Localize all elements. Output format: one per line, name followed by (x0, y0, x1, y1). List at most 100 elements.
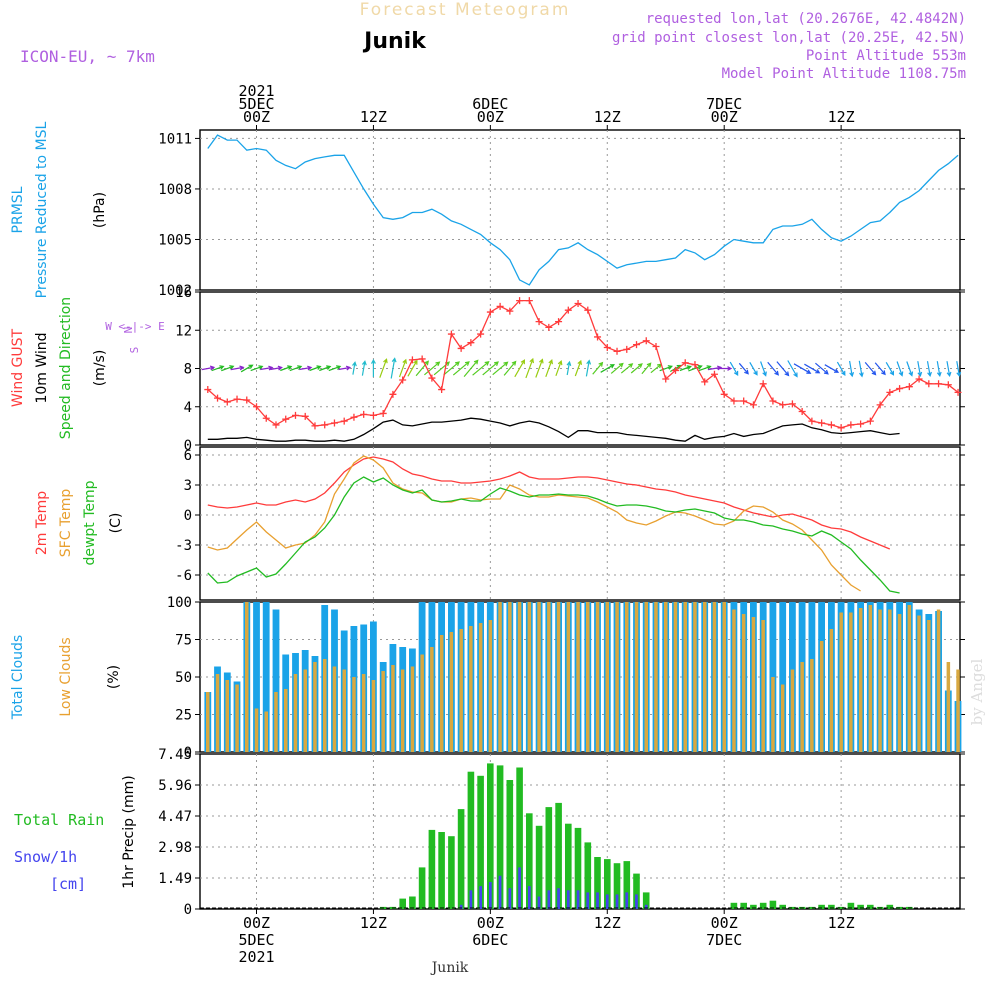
low-cloud-bar-27 (469, 626, 473, 752)
low-cloud-bar-70 (888, 609, 892, 752)
wind-arrow-39 (585, 359, 592, 377)
cloud-label-2: (%) (106, 665, 122, 689)
gust-marker-21 (408, 356, 416, 364)
gust-marker-28 (477, 330, 485, 338)
low-cloud-bar-1 (215, 674, 220, 752)
rain-bar-33 (526, 813, 533, 909)
top-time-label-4-1: 00Z (711, 108, 738, 126)
wind-arrow-14 (338, 365, 352, 371)
snow-bar-30 (498, 875, 502, 909)
rain-bar-68 (867, 904, 874, 909)
wind-arrow-15 (352, 361, 357, 375)
rain-bar-35 (545, 807, 553, 909)
rain-bar-39 (584, 842, 592, 909)
wind-arrow-28 (472, 360, 490, 376)
rain-bar-42 (613, 863, 621, 909)
pressure-label-2: (hPa) (92, 192, 108, 228)
gust-marker-23 (428, 374, 436, 382)
snow-bar-27 (469, 890, 473, 909)
wind-arrow-47 (659, 365, 673, 372)
wind-arrow-69 (874, 362, 886, 376)
low-cloud-bar-48 (673, 602, 678, 752)
gust-marker-38 (574, 299, 582, 307)
wind-arrow-17 (370, 358, 376, 377)
gust-marker-74 (925, 380, 933, 388)
low-cloud-bar-77 (956, 669, 960, 752)
precip-legend: Total Rain Snow/1h [cm] (14, 811, 104, 893)
gust-marker-47 (662, 375, 670, 383)
point-altitude: Point Altitude 553m (806, 48, 966, 64)
gust-marker-45 (642, 337, 650, 345)
rain-bar-56 (750, 904, 757, 909)
ytick-label-temp-4: -6 (175, 568, 192, 584)
total-cloud-bar-7 (272, 609, 280, 752)
wind-arrow-10 (299, 365, 313, 371)
wind-arrow-16 (361, 360, 367, 376)
low-cloud-bar-9 (293, 674, 298, 752)
gust-marker-7 (272, 421, 280, 429)
bottom-time-label-4-0: 00Z (711, 914, 738, 932)
wind-arrow-2 (221, 365, 235, 372)
ytick-label-precip-1: 5.96 (158, 778, 192, 794)
wind-arrow-37 (566, 360, 572, 376)
gust-marker-56 (749, 401, 757, 409)
low-cloud-bar-66 (849, 612, 853, 752)
wind-arrow-63 (815, 362, 829, 375)
low-cloud-bar-15 (352, 677, 356, 752)
rain-bar-25 (448, 836, 455, 909)
gust-marker-40 (594, 333, 602, 341)
precip-y-label: 1hr Precip (mm) (121, 775, 137, 888)
wind-arrow-50 (688, 364, 703, 372)
low-cloud-bar-71 (897, 614, 902, 752)
low-cloud-bar-43 (625, 602, 629, 752)
ytick-label-pressure-1: 1008 (158, 182, 192, 198)
cloud-label-1: Low Clouds (58, 637, 74, 716)
pressure-label-1: Pressure Reduced to MSL (34, 121, 50, 298)
gust-marker-62 (808, 417, 816, 425)
snow-bar-36 (557, 888, 560, 909)
rain-bar-30 (496, 765, 504, 909)
gust-marker-52 (710, 370, 718, 378)
precip-bars (200, 763, 960, 909)
gust-marker-51 (701, 378, 709, 386)
ytick-label-precip-5: 0 (184, 902, 192, 918)
rain-bar-29 (487, 763, 494, 909)
rain-bar-38 (574, 827, 582, 909)
rain-bar-21 (409, 896, 416, 909)
low-cloud-bar-61 (800, 662, 804, 752)
rain-bar-62 (808, 906, 816, 909)
temp-series (207, 455, 900, 594)
wind-arrow-4 (240, 364, 254, 373)
gust-marker-48 (671, 366, 679, 374)
wind-arrow-53 (717, 366, 733, 371)
wind-arrow-40 (592, 361, 604, 375)
gust-marker-22 (418, 355, 426, 363)
low-cloud-bar-21 (410, 666, 415, 752)
rain-bar-65 (837, 906, 845, 909)
gust-marker-44 (633, 341, 641, 349)
wind-arrow-30 (492, 361, 509, 376)
low-cloud-bar-69 (878, 609, 882, 752)
ytick-label-pressure-3: 1002 (158, 283, 192, 299)
gust-marker-15 (350, 413, 358, 421)
low-cloud-bar-8 (284, 689, 288, 752)
gust-marker-43 (623, 345, 631, 353)
compass-n-label: N (122, 327, 135, 334)
gust-marker-25 (447, 330, 455, 338)
low-cloud-bar-16 (361, 674, 366, 752)
rain-bar-70 (886, 904, 894, 909)
wind-arrow-23 (424, 361, 441, 376)
gust-marker-72 (905, 383, 913, 391)
ytick-label-temp-2: 0 (184, 508, 192, 524)
snow-bar-44 (635, 894, 638, 909)
wind-arrow-45 (641, 362, 652, 375)
wind-arrow-7 (270, 365, 283, 371)
panel-labels: PRMSL Pressure Reduced to MSL (hPa) Wind GU… (10, 121, 124, 720)
low-cloud-bar-35 (547, 602, 551, 752)
wind-arrow-75 (936, 361, 942, 378)
top-time-label-4-0: 7DEC (706, 95, 742, 113)
gust-marker-32 (516, 297, 524, 305)
snow-bar-31 (508, 888, 512, 909)
bottom-time-label-2-0: 00Z (477, 914, 504, 932)
top-time-label-0-0: 2021 (238, 82, 274, 100)
